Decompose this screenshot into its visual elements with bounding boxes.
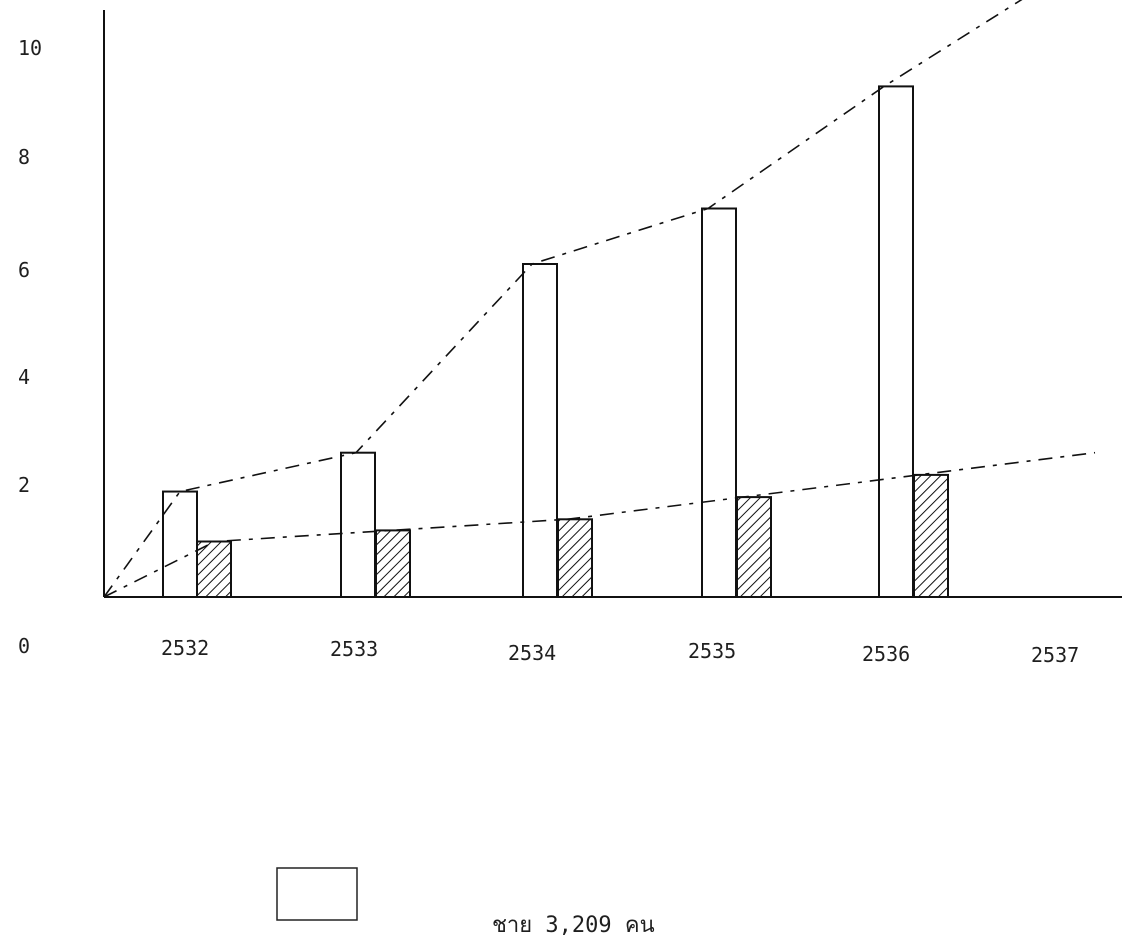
x-tick-label: 2537 bbox=[1031, 643, 1079, 667]
y-tick-label: 2 bbox=[18, 473, 30, 497]
axis-layer: 0 2 4 6 8 10 2532 2533 2534 2535 2536 2537 bbox=[18, 10, 1122, 667]
trend-line-female bbox=[103, 451, 1096, 598]
bar-female bbox=[557, 518, 593, 598]
bar-male bbox=[522, 263, 558, 598]
trend-line-male bbox=[103, 0, 1023, 598]
x-tick-label: 2532 bbox=[161, 636, 209, 660]
plot-layer bbox=[103, 0, 1096, 599]
bar-male bbox=[878, 85, 914, 599]
bar-female bbox=[375, 529, 411, 599]
y-tick-label: 4 bbox=[18, 365, 30, 389]
legend-swatch-male bbox=[276, 867, 358, 921]
bar-female bbox=[196, 540, 232, 598]
bar-male bbox=[701, 207, 737, 598]
y-tick-label: 8 bbox=[18, 145, 30, 169]
x-tick-label: 2534 bbox=[508, 641, 556, 665]
y-tick-label: 10 bbox=[18, 36, 42, 60]
bar-female bbox=[913, 473, 949, 598]
y-tick-label: 6 bbox=[18, 258, 30, 282]
legend-label-male: ชาย 3,209 คน bbox=[492, 913, 655, 938]
x-tick-label: 2533 bbox=[330, 637, 378, 661]
legend-layer: ชาย 3,209 คน bbox=[276, 867, 655, 938]
bar-male bbox=[340, 451, 376, 599]
x-tick-label: 2536 bbox=[862, 642, 910, 666]
bar-female bbox=[736, 496, 772, 599]
y-tick-label: 0 bbox=[18, 634, 30, 658]
x-tick-label: 2535 bbox=[688, 639, 736, 663]
